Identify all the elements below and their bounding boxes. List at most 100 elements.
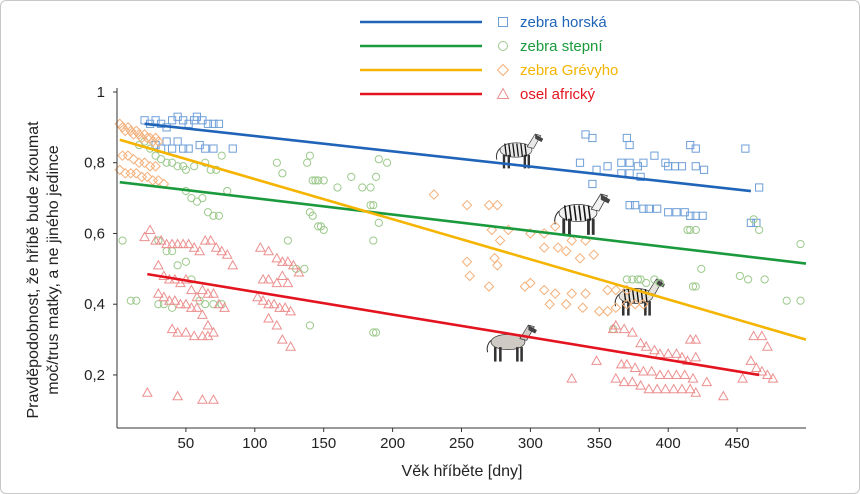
data-point <box>661 158 670 167</box>
data-point <box>282 277 294 288</box>
animal-leg <box>527 154 530 169</box>
data-point <box>560 298 572 310</box>
data-point <box>538 242 550 253</box>
data-point <box>461 256 473 268</box>
data-point <box>279 302 291 312</box>
data-point <box>136 171 148 183</box>
data-point <box>202 287 214 298</box>
data-point <box>655 278 665 288</box>
data-point <box>676 383 688 394</box>
data-point <box>198 194 207 203</box>
data-point <box>128 153 139 165</box>
data-point <box>592 165 601 174</box>
data-point <box>201 144 210 153</box>
data-point <box>168 144 177 153</box>
animal-stripe <box>508 143 512 157</box>
legend-marker <box>496 63 510 77</box>
data-point <box>618 376 630 387</box>
data-point <box>591 355 602 365</box>
legend-label: zebra stepní <box>520 38 603 55</box>
data-point <box>201 300 210 309</box>
data-point <box>139 157 150 169</box>
data-point <box>464 270 476 282</box>
data-point <box>174 298 186 309</box>
data-point <box>677 162 687 171</box>
data-point <box>139 231 151 242</box>
x-tick-label: 200 <box>380 435 405 452</box>
data-point <box>133 157 145 169</box>
legend-label: zebra horská <box>520 14 607 31</box>
data-point <box>130 125 142 137</box>
data-point <box>691 211 700 220</box>
data-point <box>761 341 773 351</box>
data-point <box>671 369 682 380</box>
animal-stripe <box>582 205 587 221</box>
data-point <box>671 348 682 358</box>
data-point <box>628 275 637 284</box>
data-point <box>602 284 613 296</box>
data-point <box>152 259 164 270</box>
data-point <box>308 211 317 220</box>
axes: 50 100 150 200 250 300 350 400 450 0,2 0,4 0,6 0,8 1 <box>84 84 806 452</box>
data-point <box>748 330 760 341</box>
mountain-zebra-icon <box>495 133 544 169</box>
data-point <box>664 208 673 217</box>
data-point <box>369 236 378 245</box>
data-point <box>209 144 218 153</box>
data-point <box>184 144 193 153</box>
data-point <box>741 144 750 153</box>
series-3-fit-line <box>147 272 760 377</box>
data-point <box>617 158 626 167</box>
data-point <box>276 256 288 266</box>
data-point <box>796 296 805 305</box>
data-point <box>285 305 297 316</box>
data-point <box>172 390 184 401</box>
data-point <box>311 176 320 185</box>
x-tick-label: 300 <box>518 435 543 452</box>
data-point <box>549 288 561 299</box>
regression-lines <box>119 122 807 377</box>
animal-stripe <box>644 289 648 303</box>
data-point <box>274 302 286 312</box>
data-point <box>629 362 641 372</box>
data-point <box>142 171 153 183</box>
data-point <box>119 168 131 179</box>
data-point <box>118 236 127 245</box>
data-point <box>648 344 660 355</box>
animal-stripe <box>573 205 577 221</box>
data-point <box>622 275 631 284</box>
data-point <box>287 259 299 270</box>
data-point <box>219 302 230 312</box>
data-point <box>161 238 173 249</box>
animal-stripe <box>568 205 573 221</box>
data-point <box>141 387 153 397</box>
series-2-fit-line <box>119 138 807 341</box>
data-point <box>588 133 597 143</box>
data-point <box>684 383 696 394</box>
data-point <box>549 221 561 232</box>
y-tick-label: 0,4 <box>84 296 105 313</box>
data-point <box>744 275 753 284</box>
legend-label: zebra Grévyho <box>520 62 618 79</box>
data-point <box>577 302 589 314</box>
animal-leg <box>562 218 566 235</box>
data-point <box>575 158 585 167</box>
data-point <box>622 133 631 143</box>
data-point <box>662 369 674 380</box>
data-point <box>735 271 744 281</box>
data-point <box>122 122 134 133</box>
data-point <box>755 225 764 235</box>
data-point <box>691 144 700 153</box>
data-point <box>209 300 218 309</box>
data-point <box>228 144 237 153</box>
data-point <box>369 201 378 210</box>
data-point <box>208 287 219 298</box>
data-point <box>196 330 208 341</box>
animal-stripe <box>578 205 582 221</box>
x-tick-label: 150 <box>311 435 336 452</box>
data-point <box>494 235 506 246</box>
data-point <box>278 169 287 178</box>
animal-leg <box>493 347 497 362</box>
data-point <box>366 183 375 192</box>
